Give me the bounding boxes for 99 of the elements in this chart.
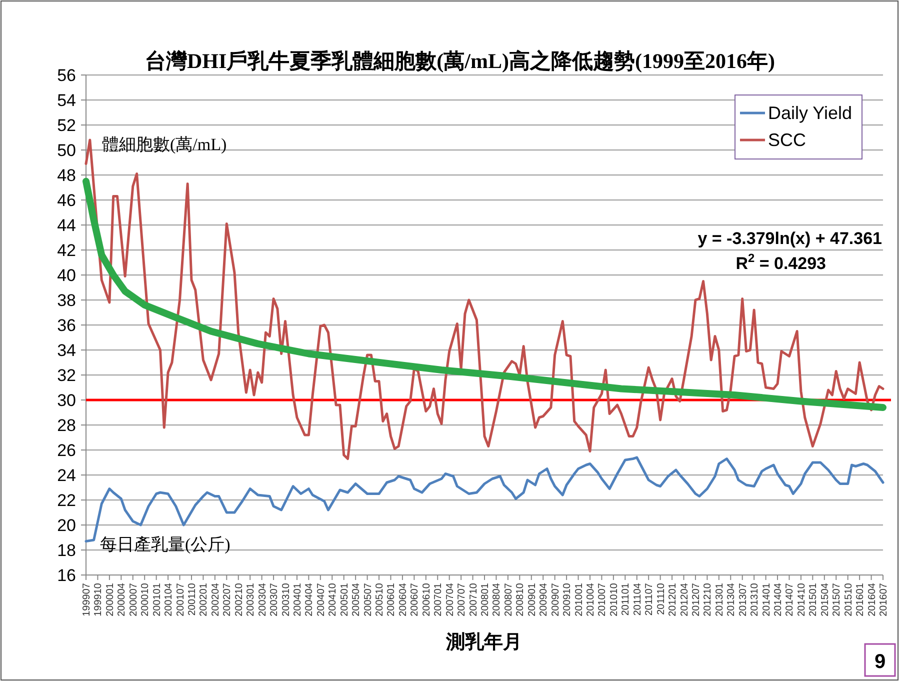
x-tick-label: 201110	[656, 582, 667, 615]
y-tick-label: 20	[57, 516, 76, 535]
y-tick-label: 26	[57, 441, 76, 460]
x-tick-label: 200201	[198, 582, 210, 616]
x-tick-label: 200710	[468, 582, 480, 616]
x-tick-label: 199907	[82, 582, 92, 616]
y-tick-label: 44	[57, 216, 76, 235]
annotation: R$^{2}$ = 0.4293	[736, 251, 826, 273]
y-tick-label: 46	[57, 191, 76, 210]
x-tick-label: 200307	[269, 582, 280, 616]
y-tick-label: 16	[57, 566, 76, 585]
x-tick-label: 200910	[562, 582, 574, 616]
x-tick-label: 200510	[374, 582, 386, 616]
x-tick-label: 200607	[410, 582, 421, 616]
x-tick-label: 200301	[246, 582, 257, 616]
legend-label: SCC	[768, 130, 806, 150]
y-tick-label: 56	[57, 66, 76, 85]
x-tick-label: 200107	[175, 582, 186, 616]
y-tick-label: 48	[57, 166, 76, 185]
x-tick-label: 200110	[186, 582, 198, 616]
x-tick-label: 201401	[761, 582, 772, 616]
x-tick-label: 201107	[644, 582, 656, 616]
x-tick-label: 199910	[93, 582, 104, 616]
x-tick-label: 201101	[620, 582, 632, 616]
y-tick-label: 34	[57, 341, 76, 360]
x-tick-label: 200904	[538, 582, 550, 616]
x-tick-label: 201104	[632, 582, 644, 616]
x-tick-label: 201501	[808, 582, 820, 616]
x-tick-label: 200004	[116, 582, 128, 616]
x-tick-label: 201301	[714, 582, 726, 616]
x-tick-label: 200410	[328, 582, 339, 616]
x-tick-label: 200407	[316, 582, 327, 616]
x-tick-label: 200207	[222, 582, 234, 616]
x-tick-label: 200007	[128, 582, 140, 616]
annotation: 體細胞數(萬/mL)	[102, 135, 227, 154]
x-axis-title: 測乳年月	[445, 631, 522, 653]
y-tick-label: 40	[57, 266, 76, 285]
x-tick-label: 201601	[855, 582, 866, 616]
x-tick-label: 201310	[750, 582, 761, 616]
x-tick-label: 201204	[679, 582, 690, 616]
y-tick-label: 50	[57, 141, 76, 160]
x-tick-label: 201304	[726, 582, 738, 616]
annotation: y = -3.379ln(x) + 47.361	[698, 229, 882, 248]
x-tick-label: 201404	[773, 582, 784, 616]
x-tick-label: 200104	[164, 582, 175, 616]
legend-label: Daily Yield	[768, 103, 852, 123]
y-tick-label: 18	[57, 541, 76, 560]
x-tick-label: 201004	[585, 582, 596, 616]
x-tick-label: 201407	[784, 582, 796, 616]
x-tick-label: 201507	[832, 582, 843, 616]
y-tick-label: 22	[57, 491, 76, 510]
y-tick-label: 24	[57, 466, 76, 485]
x-tick-label: 200804	[492, 582, 503, 616]
x-tick-label: 200907	[550, 582, 562, 616]
text: 9	[874, 651, 886, 673]
x-tick-label: 200401	[292, 582, 304, 616]
x-tick-label: 200001	[104, 582, 116, 616]
x-tick-label: 201410	[796, 582, 808, 616]
x-tick-label: 201210	[702, 582, 714, 616]
x-tick-label: 200807	[503, 582, 514, 616]
x-tick-label: 200810	[515, 582, 526, 616]
chart-title: 台灣DHI戶乳牛夏季乳體細胞數(萬/mL)高之降低趨勢(1999至2016年)	[145, 49, 775, 73]
y-tick-label: 54	[57, 91, 76, 110]
x-tick-label: 200601	[386, 582, 398, 616]
x-tick-label: 200010	[140, 582, 152, 616]
annotation: 每日產乳量(公斤)	[100, 535, 230, 554]
x-tick-label: 201201	[668, 582, 679, 616]
x-tick-label: 201307	[738, 582, 749, 616]
x-tick-label: 201510	[843, 582, 854, 616]
x-tick-label: 200507	[362, 582, 374, 616]
y-tick-label: 52	[57, 116, 76, 135]
x-tick-label: 201504	[820, 582, 831, 616]
y-tick-label: 36	[57, 316, 76, 335]
x-tick-label: 200504	[351, 582, 362, 616]
x-tick-label: 200901	[526, 582, 538, 616]
x-tick-label: 200204	[210, 582, 222, 616]
x-tick-label: 200610	[421, 582, 432, 616]
x-tick-label: 201207	[690, 582, 702, 616]
y-tick-label: 30	[57, 391, 76, 410]
x-tick-label: 200704	[444, 582, 456, 616]
y-tick-label: 32	[57, 366, 76, 385]
x-tick-label: 200310	[280, 582, 292, 616]
x-tick-label: 201007	[597, 582, 608, 616]
x-tick-label: 201001	[574, 582, 585, 616]
y-tick-label: 28	[57, 416, 76, 435]
x-tick-label: 200501	[339, 582, 350, 616]
y-tick-label: 42	[57, 241, 76, 260]
x-tick-label: 201604	[866, 582, 878, 616]
x-tick-label: 200101	[152, 582, 163, 616]
x-tick-label: 201010	[608, 582, 620, 616]
x-tick-label: 201607	[878, 582, 890, 616]
x-tick-label: 200701	[433, 582, 444, 616]
x-tick-label: 200707	[456, 582, 468, 616]
x-tick-label: 200304	[257, 582, 268, 616]
x-tick-label: 200801	[480, 582, 491, 616]
x-tick-label: 200210	[234, 582, 245, 616]
x-tick-label: 200604	[398, 582, 409, 616]
x-tick-label: 200404	[304, 582, 316, 616]
y-tick-label: 38	[57, 291, 76, 310]
